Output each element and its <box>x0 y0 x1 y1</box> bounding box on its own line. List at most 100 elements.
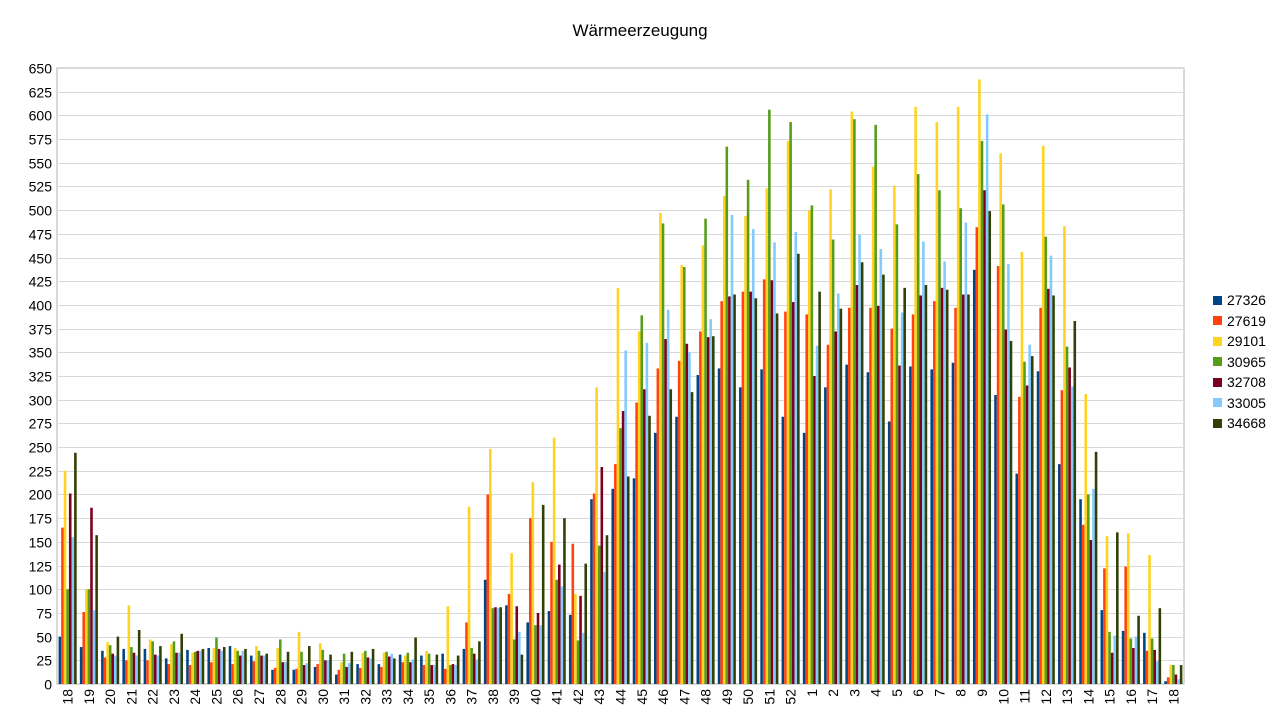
x-tick-label: 21 <box>123 689 139 705</box>
bar <box>271 669 274 684</box>
bar <box>709 319 713 684</box>
bar <box>1116 532 1119 684</box>
bar <box>156 655 160 684</box>
bar <box>555 579 558 684</box>
bar <box>853 119 856 685</box>
y-tick-label: 425 <box>29 274 53 290</box>
bar <box>592 493 596 684</box>
bar <box>106 642 109 684</box>
bar <box>491 608 495 684</box>
bar <box>116 636 120 684</box>
bar <box>260 655 263 684</box>
bar <box>1084 394 1088 684</box>
bar <box>552 437 556 684</box>
x-tick-label: 15 <box>1102 689 1118 705</box>
bar <box>882 274 885 684</box>
x-tick-label: 35 <box>421 689 437 705</box>
bar <box>999 153 1002 685</box>
bar <box>935 122 939 684</box>
bar <box>746 179 750 684</box>
bar <box>744 215 747 684</box>
bar <box>768 109 771 684</box>
bar <box>563 518 566 684</box>
bar <box>1039 307 1042 684</box>
bar <box>124 660 128 684</box>
legend-entry: 34668 <box>1213 413 1266 434</box>
legend-swatch <box>1213 377 1222 387</box>
bar <box>382 652 386 684</box>
bar <box>401 662 404 684</box>
bar <box>818 291 821 684</box>
bar <box>297 631 301 684</box>
bar <box>541 504 545 684</box>
bar <box>773 242 776 684</box>
bar <box>808 210 811 684</box>
bar <box>688 352 691 684</box>
bar <box>571 543 575 684</box>
bar <box>813 376 816 684</box>
bar <box>313 666 317 684</box>
y-tick-label: 250 <box>29 440 53 456</box>
bar <box>1137 615 1140 684</box>
bar <box>1020 251 1024 684</box>
legend-label: 34668 <box>1227 415 1266 432</box>
bar <box>1105 536 1109 684</box>
bar <box>1174 674 1178 684</box>
x-tick-label: 50 <box>740 689 756 705</box>
x-tick-label: 23 <box>166 689 182 705</box>
bar <box>130 647 133 684</box>
bar <box>228 646 232 684</box>
bar <box>879 249 883 684</box>
bar <box>1025 385 1029 684</box>
x-tick-label: 38 <box>485 689 501 705</box>
bar <box>643 389 646 684</box>
bar <box>945 289 949 684</box>
bar <box>558 564 561 684</box>
bar <box>446 606 450 684</box>
bar <box>696 375 700 684</box>
bar <box>967 294 970 684</box>
bar <box>1132 647 1135 684</box>
y-tick-label: 550 <box>29 156 53 172</box>
bar <box>635 402 638 684</box>
bar <box>518 631 521 684</box>
y-tick-label: 150 <box>29 535 53 551</box>
bar <box>1052 295 1055 684</box>
bar <box>265 653 269 684</box>
bar <box>831 239 835 684</box>
bar <box>143 648 147 684</box>
x-tick-label: 46 <box>655 689 671 705</box>
bar <box>866 372 870 684</box>
bar <box>751 229 755 685</box>
bar <box>858 234 861 685</box>
bar <box>614 464 617 684</box>
bar <box>597 545 601 684</box>
bar <box>172 641 176 684</box>
bar <box>837 293 840 684</box>
bar <box>403 655 407 684</box>
bar <box>132 652 136 684</box>
bar <box>191 652 194 684</box>
bar <box>640 315 644 684</box>
bar <box>775 313 779 684</box>
bar <box>605 535 609 684</box>
bar <box>874 124 877 685</box>
bar <box>1092 488 1095 684</box>
y-tick-label: 125 <box>29 559 53 575</box>
bar <box>1065 346 1069 684</box>
bar <box>1036 371 1040 684</box>
bar <box>1087 494 1090 684</box>
bar <box>903 287 906 684</box>
bar <box>550 541 553 684</box>
x-tick-label: 37 <box>464 689 480 705</box>
bar <box>278 639 282 684</box>
bar <box>595 387 598 684</box>
x-tick-label: 1 <box>804 689 820 697</box>
x-tick-label: 25 <box>209 689 225 705</box>
bar <box>478 641 481 684</box>
bar <box>87 589 91 684</box>
bar <box>451 664 455 684</box>
bar <box>712 336 715 684</box>
bar <box>420 655 423 684</box>
bar <box>302 665 306 684</box>
